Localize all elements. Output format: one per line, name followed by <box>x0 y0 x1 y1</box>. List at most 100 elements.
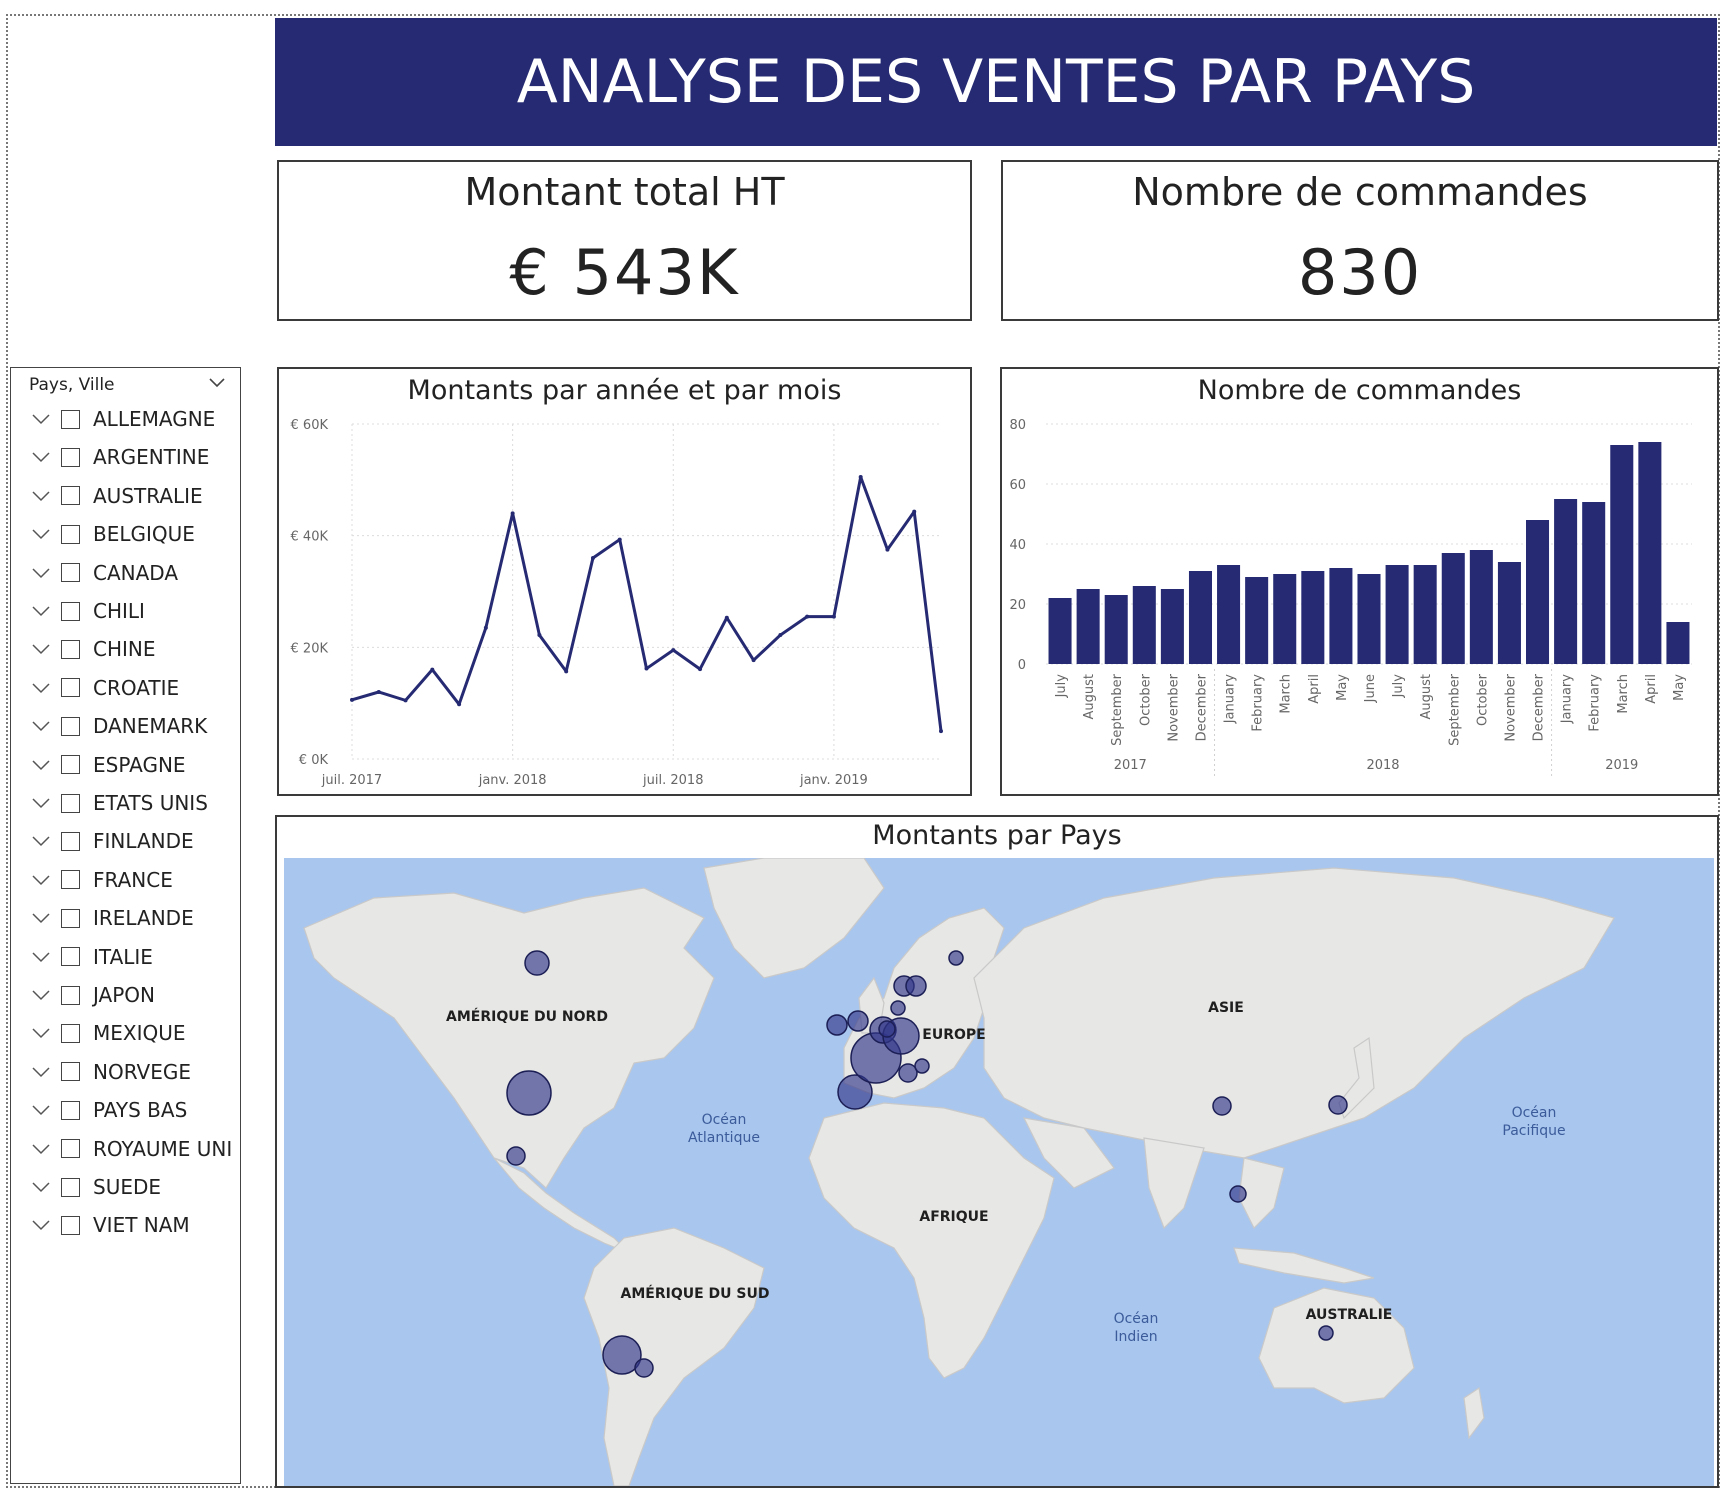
map-bubble[interactable] <box>1328 1095 1348 1115</box>
slicer-checkbox[interactable] <box>61 678 80 698</box>
slicer-item[interactable]: AUSTRALIE <box>29 483 203 509</box>
kpi-card-amount[interactable]: Montant total HT € 543K <box>277 160 972 321</box>
map-bubble[interactable] <box>524 950 550 976</box>
line-point[interactable] <box>483 625 488 630</box>
slicer-item[interactable]: PAYS BAS <box>29 1097 187 1123</box>
slicer-item[interactable]: CHILI <box>29 598 145 624</box>
map-bubble[interactable] <box>1318 1325 1334 1341</box>
line-point[interactable] <box>805 614 810 619</box>
slicer-checkbox[interactable] <box>61 486 80 506</box>
slicer-checkbox[interactable] <box>61 908 80 928</box>
slicer-checkbox[interactable] <box>61 716 80 736</box>
expand-chevron-icon[interactable] <box>29 982 53 1008</box>
slicer-checkbox[interactable] <box>61 755 80 775</box>
chevron-down-icon[interactable] <box>208 374 226 392</box>
bar[interactable] <box>1217 565 1241 664</box>
line-point[interactable] <box>590 556 595 560</box>
map-bubble[interactable] <box>837 1074 873 1110</box>
map-bubble[interactable] <box>890 1000 906 1016</box>
expand-chevron-icon[interactable] <box>29 598 53 624</box>
slicer-item[interactable]: CHINE <box>29 636 156 662</box>
line-point[interactable] <box>430 667 435 672</box>
slicer-checkbox[interactable] <box>61 447 80 467</box>
map-bubble[interactable] <box>1212 1096 1232 1116</box>
line-point[interactable] <box>778 633 783 638</box>
slicer-checkbox[interactable] <box>61 947 80 967</box>
line-point[interactable] <box>831 614 836 619</box>
slicer-item[interactable]: ITALIE <box>29 944 153 970</box>
expand-chevron-icon[interactable] <box>29 675 53 701</box>
map-bubble[interactable] <box>905 975 927 997</box>
line-point[interactable] <box>376 690 381 694</box>
expand-chevron-icon[interactable] <box>29 521 53 547</box>
expand-chevron-icon[interactable] <box>29 1020 53 1046</box>
expand-chevron-icon[interactable] <box>29 406 53 432</box>
line-point[interactable] <box>885 547 890 552</box>
bar[interactable] <box>1076 589 1100 664</box>
map-bubble[interactable] <box>847 1010 869 1032</box>
bar[interactable] <box>1441 553 1465 664</box>
map-bubble[interactable] <box>898 1063 918 1083</box>
map-panel[interactable]: Montants par Pays A <box>275 815 1719 1488</box>
bar[interactable] <box>1497 562 1521 664</box>
slicer-item[interactable]: FINLANDE <box>29 828 194 854</box>
expand-chevron-icon[interactable] <box>29 560 53 586</box>
slicer-item[interactable]: NORVEGE <box>29 1059 191 1085</box>
bar[interactable] <box>1329 568 1353 664</box>
expand-chevron-icon[interactable] <box>29 444 53 470</box>
bar[interactable] <box>1385 565 1409 664</box>
expand-chevron-icon[interactable] <box>29 752 53 778</box>
bar[interactable] <box>1160 589 1184 664</box>
expand-chevron-icon[interactable] <box>29 1059 53 1085</box>
slicer-item[interactable]: DANEMARK <box>29 713 207 739</box>
slicer-item[interactable]: ROYAUME UNI <box>29 1136 232 1162</box>
map-bubble[interactable] <box>506 1070 552 1116</box>
expand-chevron-icon[interactable] <box>29 867 53 893</box>
expand-chevron-icon[interactable] <box>29 1212 53 1238</box>
bar[interactable] <box>1301 571 1325 664</box>
slicer-item[interactable]: SUEDE <box>29 1174 161 1200</box>
expand-chevron-icon[interactable] <box>29 944 53 970</box>
bar[interactable] <box>1245 577 1269 664</box>
slicer-item[interactable]: CANADA <box>29 560 178 586</box>
line-point[interactable] <box>564 669 569 674</box>
slicer-item[interactable]: JAPON <box>29 982 155 1008</box>
bar[interactable] <box>1638 442 1662 664</box>
slicer-checkbox[interactable] <box>61 985 80 1005</box>
slicer-item[interactable]: IRELANDE <box>29 905 194 931</box>
line-point[interactable] <box>858 475 863 480</box>
line-point[interactable] <box>912 509 917 514</box>
expand-chevron-icon[interactable] <box>29 790 53 816</box>
line-point[interactable] <box>510 511 515 516</box>
expand-chevron-icon[interactable] <box>29 483 53 509</box>
line-point[interactable] <box>537 633 542 638</box>
line-point[interactable] <box>751 658 756 663</box>
slicer-checkbox[interactable] <box>61 1100 80 1120</box>
line-point[interactable] <box>939 729 943 734</box>
line-point[interactable] <box>350 697 354 702</box>
bar[interactable] <box>1582 502 1606 664</box>
line-chart-panel[interactable]: Montants par année et par mois € 0K € 20K… <box>277 367 972 796</box>
bar[interactable] <box>1357 574 1381 664</box>
slicer-checkbox[interactable] <box>61 1139 80 1159</box>
slicer-item[interactable]: ETATS UNIS <box>29 790 208 816</box>
slicer-item[interactable]: MEXIQUE <box>29 1020 186 1046</box>
slicer-checkbox[interactable] <box>61 831 80 851</box>
bar[interactable] <box>1048 598 1072 664</box>
slicer-checkbox[interactable] <box>61 639 80 659</box>
expand-chevron-icon[interactable] <box>29 1097 53 1123</box>
map-bubble[interactable] <box>602 1335 642 1375</box>
bar[interactable] <box>1132 586 1156 664</box>
bar[interactable] <box>1469 550 1493 664</box>
bar[interactable] <box>1188 571 1212 664</box>
map-bubble[interactable] <box>914 1058 930 1074</box>
slicer-checkbox[interactable] <box>61 563 80 583</box>
line-point[interactable] <box>617 537 622 542</box>
map-bubble[interactable] <box>634 1358 654 1378</box>
expand-chevron-icon[interactable] <box>29 1174 53 1200</box>
slicer-item[interactable]: ALLEMAGNE <box>29 406 215 432</box>
slicer-checkbox[interactable] <box>61 870 80 890</box>
slicer-item[interactable]: BELGIQUE <box>29 521 195 547</box>
slicer-checkbox[interactable] <box>61 409 80 429</box>
slicer-checkbox[interactable] <box>61 1177 80 1197</box>
